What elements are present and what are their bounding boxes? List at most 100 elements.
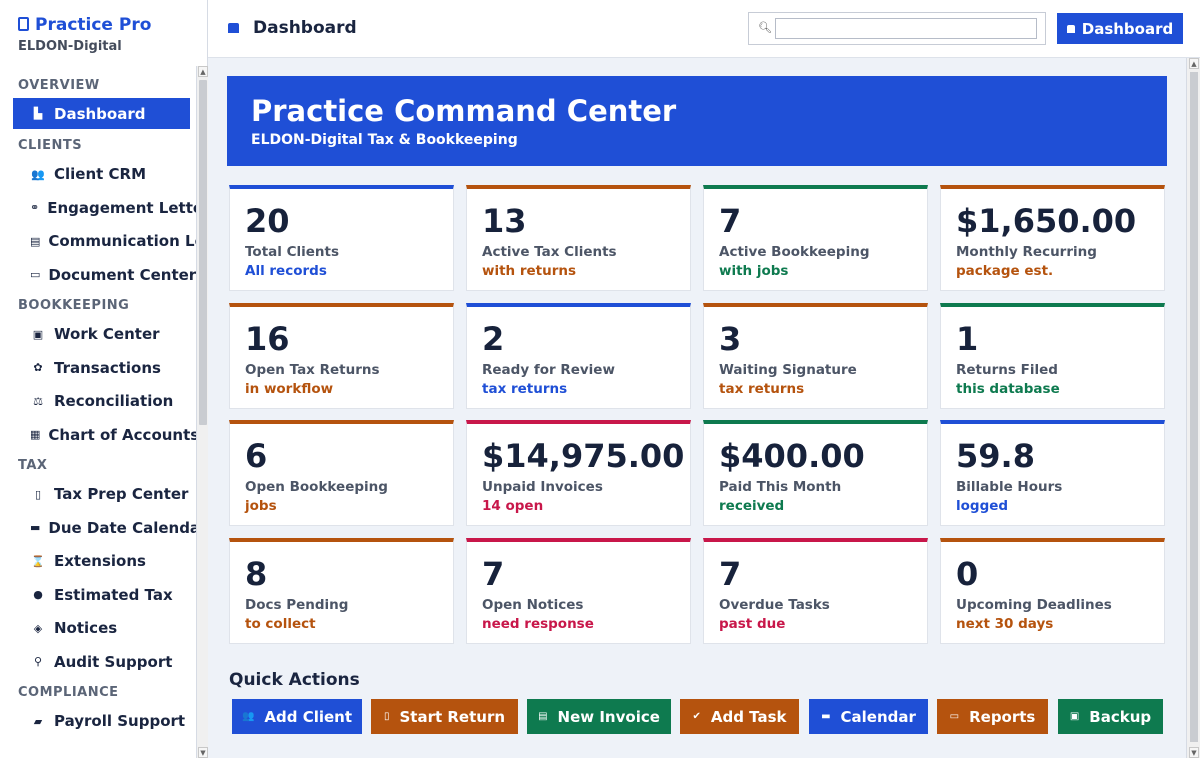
main-scrollbar[interactable]: ▲ ▼: [1186, 58, 1200, 758]
search-input[interactable]: [775, 18, 1037, 39]
stat-value: 20: [245, 202, 290, 240]
stat-label: Monthly Recurring: [956, 244, 1097, 260]
backup-button[interactable]: ▣ Backup: [1058, 699, 1163, 734]
sidebar-item-label: Tax Prep Center: [54, 485, 189, 504]
start-return-button[interactable]: ▯ Start Return: [371, 699, 518, 734]
stat-card[interactable]: 7 Open Notices need response: [466, 537, 691, 644]
stat-note: to collect: [245, 615, 316, 632]
hourglass-icon: ⌛: [31, 554, 45, 568]
stat-card[interactable]: 13 Active Tax Clients with returns: [466, 185, 691, 291]
sidebar-item-label: Extensions: [54, 552, 146, 571]
sidebar-item-audit-support[interactable]: ⚲ Audit Support: [0, 645, 196, 679]
action-button-label: Reports: [969, 707, 1036, 726]
stat-card[interactable]: 7 Overdue Tasks past due: [703, 537, 928, 644]
stat-card[interactable]: $14,975.00 Unpaid Invoices 14 open: [466, 420, 691, 526]
scroll-down-arrow-icon[interactable]: ▼: [198, 747, 208, 758]
stat-note: package est.: [956, 263, 1054, 279]
sidebar-item-notices[interactable]: ◈ Notices: [0, 612, 196, 646]
chart-icon: ▙: [33, 107, 43, 120]
stat-card[interactable]: 20 Total Clients All records: [229, 185, 454, 291]
sidebar-item-communication-log[interactable]: ▤ Communication Log: [0, 225, 196, 259]
sidebar-item-dashboard[interactable]: ▙ Dashboard: [13, 98, 190, 129]
scroll-down-arrow-icon[interactable]: ▼: [1189, 747, 1199, 758]
page-title-text: Dashboard: [253, 18, 357, 38]
sidebar-item-reconciliation[interactable]: ⚖ Reconciliation: [0, 385, 196, 419]
book-icon: ▣: [32, 327, 44, 341]
action-button-label: Start Return: [399, 707, 506, 726]
stat-label: Unpaid Invoices: [482, 479, 603, 495]
sidebar-item-document-center[interactable]: ▭ Document Center: [0, 258, 196, 292]
stat-card[interactable]: 16 Open Tax Returns in workflow: [229, 302, 454, 409]
stat-label: Waiting Signature: [719, 361, 857, 378]
stat-label: Open Tax Returns: [245, 361, 380, 378]
stat-card[interactable]: $400.00 Paid This Month received: [703, 420, 928, 526]
page-title: Dashboard: [228, 18, 357, 38]
sidebar-item-label: Payroll Support: [54, 712, 186, 731]
action-button-label: Add Client: [264, 707, 353, 726]
sidebar-scrollbar[interactable]: ▲ ▼: [196, 66, 208, 758]
calendar-button[interactable]: ▬ Calendar: [809, 699, 928, 734]
sidebar-item-extensions[interactable]: ⌛ Extensions: [0, 545, 196, 579]
users-icon: 👥: [241, 711, 255, 722]
stat-label: Docs Pending: [245, 596, 349, 613]
stat-card[interactable]: 59.8 Billable Hours logged: [940, 420, 1165, 526]
sidebar-item-chart-of-accounts[interactable]: ▦ Chart of Accounts: [0, 418, 196, 452]
stat-card[interactable]: 0 Upcoming Deadlines next 30 days: [940, 537, 1165, 644]
ledger-icon: ▦: [30, 428, 41, 442]
stat-note: this database: [956, 380, 1060, 397]
stat-label: Overdue Tasks: [719, 596, 830, 613]
add-client-button[interactable]: 👥 Add Client: [232, 699, 362, 734]
stat-card[interactable]: 6 Open Bookkeeping jobs: [229, 420, 454, 526]
home-icon: [228, 23, 239, 33]
sidebar-section-title: TAX: [18, 457, 48, 473]
sidebar-item-work-center[interactable]: ▣ Work Center: [0, 318, 196, 352]
action-button-label: Calendar: [840, 707, 916, 726]
reports-button[interactable]: ▭ Reports: [937, 699, 1048, 734]
stat-value: $400.00: [719, 437, 865, 475]
stat-note: jobs: [245, 498, 277, 514]
stat-card[interactable]: 2 Ready for Review tax returns: [466, 302, 691, 409]
briefcase-icon: ▰: [33, 714, 43, 728]
stat-label: Ready for Review: [482, 361, 615, 378]
stat-card[interactable]: 3 Waiting Signature tax returns: [703, 302, 928, 409]
stat-value: 16: [245, 319, 290, 358]
stat-card[interactable]: $1,650.00 Monthly Recurring package est.: [940, 185, 1165, 291]
sidebar-item-tax-prep-center[interactable]: ▯ Tax Prep Center: [0, 478, 196, 512]
hero-banner: Practice Command Center ELDON-Digital Ta…: [227, 76, 1167, 166]
stat-label: Upcoming Deadlines: [956, 596, 1112, 613]
sidebar-item-due-date-calendar[interactable]: ▬ Due Date Calendar: [0, 511, 196, 545]
stat-card[interactable]: 8 Docs Pending to collect: [229, 537, 454, 644]
scroll-up-arrow-icon[interactable]: ▲: [1189, 58, 1199, 69]
sidebar-item-label: Audit Support: [54, 652, 173, 671]
search-icon: 🔍︎: [758, 21, 772, 34]
stat-label: Total Clients: [245, 244, 339, 260]
sidebar-item-payroll-support[interactable]: ▰ Payroll Support: [0, 705, 196, 739]
stat-card[interactable]: 7 Active Bookkeeping with jobs: [703, 185, 928, 291]
stat-label: Open Bookkeeping: [245, 479, 388, 495]
sidebar-section-title: OVERVIEW: [18, 78, 100, 93]
stat-value: 59.8: [956, 437, 1035, 475]
main-scroll-thumb[interactable]: [1190, 72, 1198, 742]
sidebar-item-transactions[interactable]: ✿ Transactions: [0, 351, 196, 385]
sidebar-item-label: Notices: [54, 619, 118, 638]
action-button-label: Add Task: [710, 707, 787, 726]
scroll-up-arrow-icon[interactable]: ▲: [198, 66, 208, 77]
stat-value: 0: [956, 554, 979, 593]
sidebar-item-label: Reconciliation: [54, 392, 174, 411]
sidebar-section-title: COMPLIANCE: [18, 684, 119, 700]
sidebar-scroll-thumb[interactable]: [199, 80, 207, 425]
report-icon: ▭: [949, 711, 960, 722]
new-invoice-button[interactable]: ▤ New Invoice: [527, 699, 671, 734]
stat-note: past due: [719, 615, 786, 632]
stat-value: 7: [719, 202, 742, 240]
sidebar-item-client-crm[interactable]: 👥 Client CRM: [0, 158, 196, 192]
stat-card[interactable]: 1 Returns Filed this database: [940, 302, 1165, 409]
hero-title: Practice Command Center: [251, 94, 677, 128]
search-box: 🔍︎: [748, 12, 1046, 45]
dashboard-button[interactable]: Dashboard: [1057, 13, 1183, 44]
sidebar-item-engagement-letters[interactable]: ⚭ Engagement Letters: [0, 191, 196, 225]
sidebar-item-label: Work Center: [54, 325, 160, 344]
add-task-button[interactable]: ✔ Add Task: [680, 699, 799, 734]
stat-note: with returns: [482, 263, 577, 279]
sidebar-item-estimated-tax[interactable]: ● Estimated Tax: [0, 578, 196, 612]
